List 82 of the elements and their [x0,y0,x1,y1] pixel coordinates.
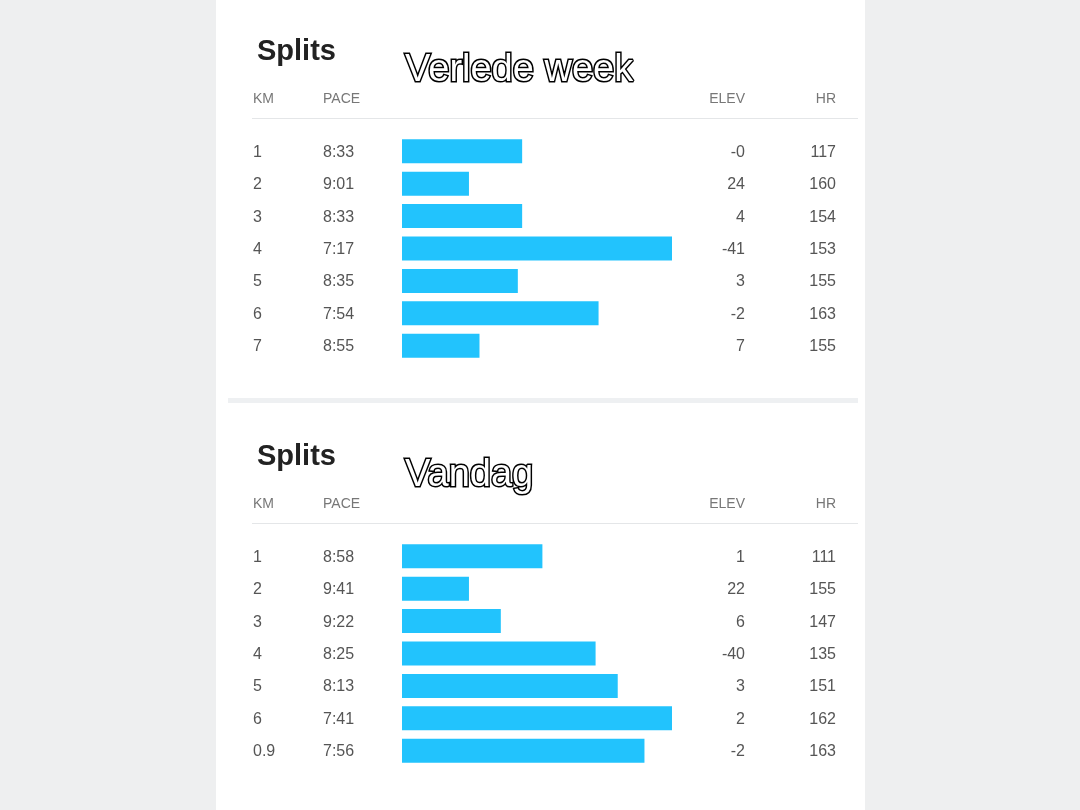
text: 8:55 [323,337,355,355]
y-tick-label: 3 [253,207,262,225]
text: 4 [736,207,746,225]
text: 151 [809,677,837,695]
y-tick-label: 2 [253,175,262,193]
text: 9:22 [323,612,355,630]
text: 8:33 [323,142,355,160]
text: HR [815,90,836,106]
text: 6 [736,612,746,630]
text: 155 [809,337,837,355]
text: 2 [736,709,746,727]
text: 9:41 [323,580,355,598]
bar [402,333,480,358]
text: 8:35 [323,272,355,290]
text: 153 [809,240,837,257]
text: 154 [809,207,837,225]
bar [402,171,469,196]
bar [402,609,501,634]
y-tick-label: 1 [253,142,262,160]
chart-title: Splits [257,33,336,66]
bar [402,738,645,763]
text: HR [815,495,836,511]
text: 163 [809,304,837,322]
text: 8:25 [323,645,355,662]
bar [402,673,618,698]
text: 8:33 [323,207,355,225]
y-tick-label: 5 [253,677,262,695]
text: PACE [323,495,361,511]
text: 163 [809,742,837,760]
text: PACE [323,90,361,106]
chart-subtitle: Vandag [405,452,534,494]
y-tick-label: 1 [253,547,262,565]
text: -41 [721,240,746,257]
text: 8:13 [323,677,355,695]
text: 162 [809,709,837,727]
text: -2 [730,304,746,322]
y-tick-label: 3 [253,612,262,630]
text: ELEV [709,90,746,106]
text: 7:54 [323,304,355,322]
y-tick-label: 0.9 [253,742,276,760]
bar [402,641,596,666]
text: 7:56 [323,742,355,760]
y-tick-label: 2 [253,580,262,598]
y-tick-label: 4 [253,240,262,257]
text: -2 [730,742,746,760]
text: 117 [810,142,837,160]
bar [402,268,518,293]
text: 147 [809,612,837,630]
text: 160 [809,175,837,193]
bar [402,576,469,601]
chart-subtitle: Verlede week [405,47,635,89]
y-tick-label: 6 [253,709,262,727]
text: 22 [727,580,746,598]
text: 7:17 [323,240,355,257]
y-tick-label: 7 [253,337,262,355]
text: 24 [727,175,746,193]
bar [402,301,599,326]
y-axis-title: KM [253,495,274,511]
text: 111 [811,547,837,565]
text: 135 [809,645,837,662]
text: -0 [730,142,746,160]
text: 155 [809,580,837,598]
bar [402,204,523,229]
text: 7:41 [323,709,355,727]
bar [402,544,543,569]
text: -40 [721,645,746,662]
text: 7 [736,337,746,355]
y-tick-label: 5 [253,272,262,290]
y-tick-label: 6 [253,304,262,322]
chart-title: Splits [257,438,336,471]
text: 1 [736,547,746,565]
y-tick-label: 4 [253,645,262,662]
text: 155 [809,272,837,290]
text: 3 [736,677,746,695]
bar [402,236,672,261]
text: 9:01 [323,175,355,193]
bar [402,139,523,164]
text: 8:58 [323,547,355,565]
text: ELEV [709,495,746,511]
text: 3 [736,272,746,290]
bar [402,706,672,731]
y-axis-title: KM [253,90,274,106]
